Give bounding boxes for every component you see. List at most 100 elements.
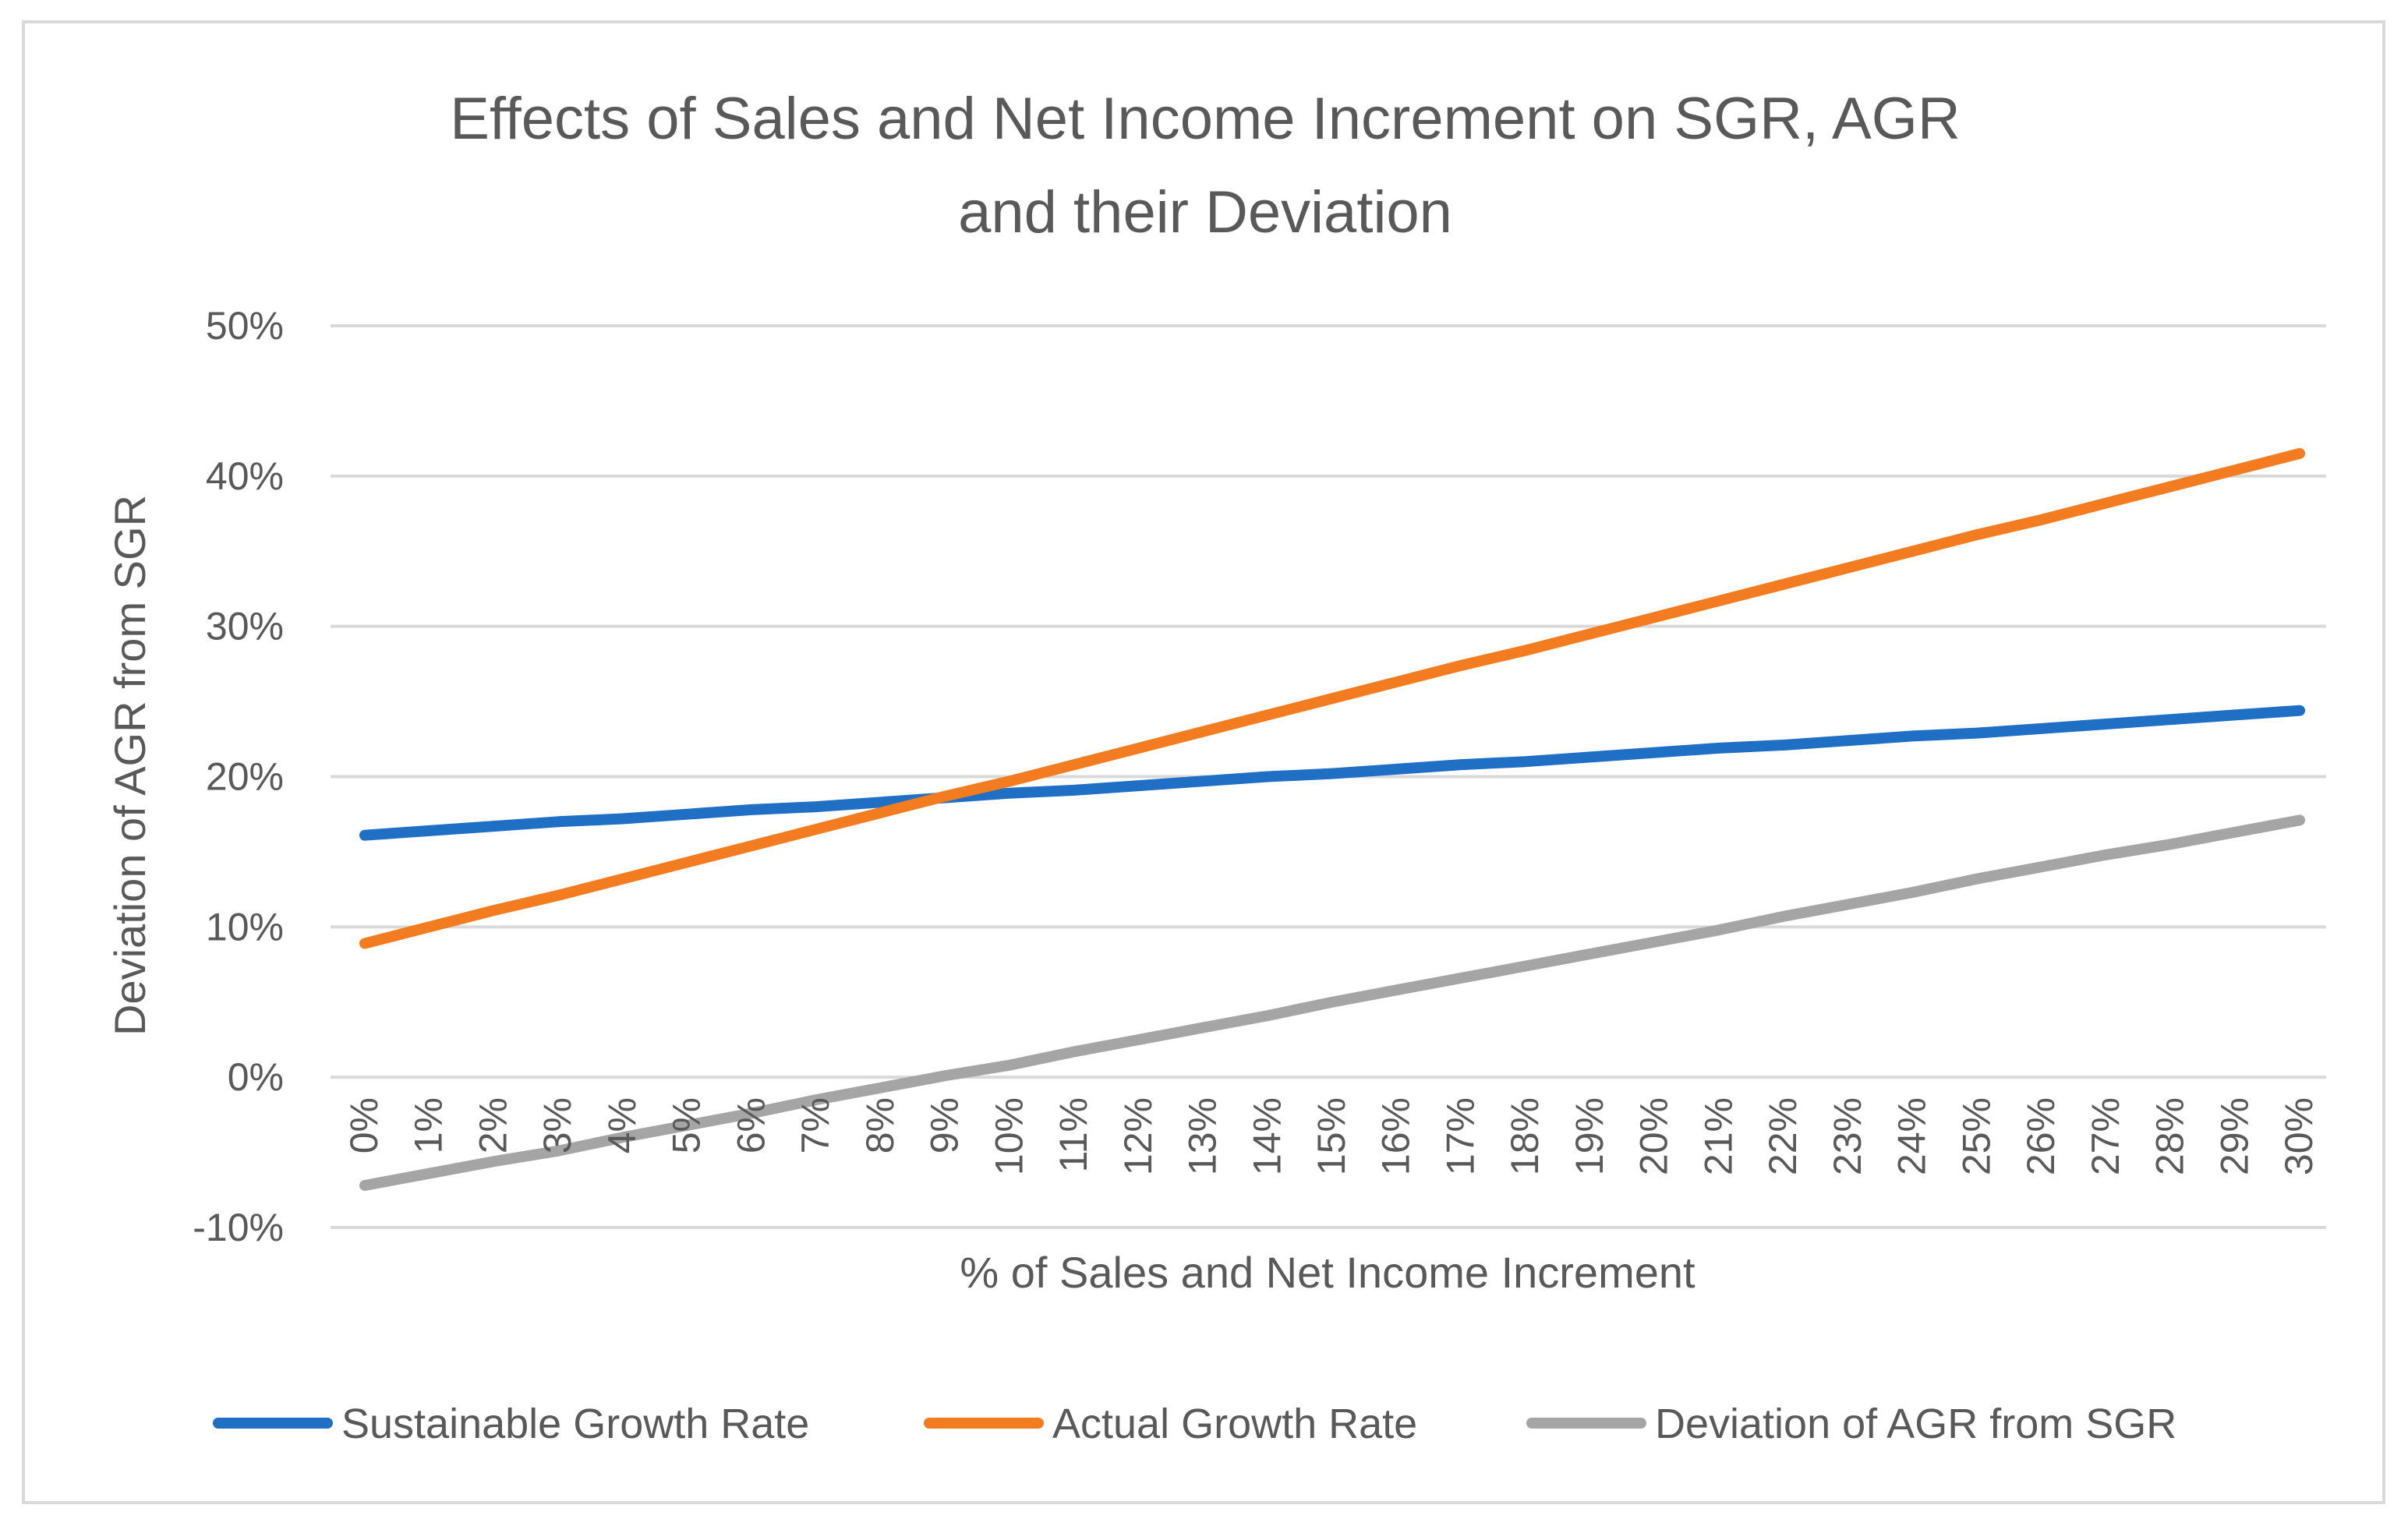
- data-point: [684, 860, 690, 865]
- data-point: [620, 816, 625, 821]
- data-point: [1587, 631, 1593, 637]
- data-point: [1459, 662, 1464, 668]
- series-lines: [359, 447, 2305, 1191]
- data-point: [2297, 450, 2302, 456]
- data-point: [2039, 864, 2045, 870]
- data-point: [2297, 818, 2302, 823]
- data-point: [1330, 999, 1335, 1005]
- data-point: [1394, 680, 1399, 685]
- data-point: [1265, 1013, 1271, 1019]
- y-tick-label: 40%: [206, 454, 284, 498]
- chart-frame: [22, 20, 2385, 1504]
- y-axis-tick-labels: 50% 40% 30% 20% 10% 0% -10%: [193, 304, 284, 1249]
- data-point: [1523, 963, 1529, 969]
- data-point: [1200, 779, 1206, 784]
- data-point: [1072, 1049, 1077, 1054]
- x-tick-label: 11%: [1052, 1097, 1095, 1172]
- data-point: [878, 800, 883, 805]
- x-tick-label: 5%: [665, 1097, 709, 1153]
- y-tick-label: 10%: [206, 905, 284, 948]
- data-point: [1459, 762, 1464, 768]
- y-axis-title: Deviation of AGR from SGR: [105, 495, 154, 1036]
- x-axis-tick-labels: 0% 1% 2% 3% 4% 5% 6% 7% 8% 9% 10% 11% 12% 13% 14% 15% 16…: [342, 1097, 2321, 1175]
- data-point: [1781, 913, 1787, 919]
- data-point: [749, 807, 755, 812]
- data-point: [1394, 987, 1399, 993]
- data-point: [684, 1122, 690, 1128]
- data-point: [491, 1159, 497, 1164]
- x-tick-label: 9%: [923, 1097, 967, 1153]
- x-tick-label: 3%: [536, 1097, 579, 1153]
- x-tick-label: 12%: [1116, 1097, 1160, 1175]
- data-point: [1717, 598, 1722, 603]
- x-tick-label: 8%: [858, 1097, 902, 1153]
- x-tick-label: 28%: [2148, 1097, 2192, 1175]
- x-tick-label: 26%: [2019, 1097, 2063, 1175]
- data-point: [362, 832, 367, 838]
- gridlines: [331, 324, 2326, 1229]
- data-point: [1007, 1062, 1013, 1068]
- x-tick-label: 22%: [1761, 1097, 1805, 1175]
- data-point: [2168, 842, 2173, 847]
- data-point: [1265, 712, 1271, 718]
- data-point: [942, 1073, 948, 1079]
- chart-title: Effects of Sales and Net Income Incremen…: [450, 86, 1961, 246]
- data-point: [1910, 889, 1915, 895]
- data-point: [1200, 729, 1206, 734]
- data-point: [426, 828, 432, 833]
- data-point: [814, 1097, 819, 1103]
- chart-title-line-2: and their Deviation: [958, 179, 1452, 246]
- data-point: [1136, 783, 1141, 789]
- legend: Sustainable Growth Rate Actual Growth Rat…: [213, 1401, 2176, 1447]
- data-point: [620, 1135, 625, 1140]
- x-tick-label: 29%: [2212, 1097, 2256, 1175]
- x-tick-label: 30%: [2277, 1097, 2321, 1175]
- x-axis-title: % of Sales and Net Income Increment: [960, 1248, 1696, 1297]
- data-point: [878, 810, 883, 815]
- data-point: [1007, 779, 1013, 784]
- data-point: [556, 819, 561, 825]
- data-point: [1781, 743, 1787, 748]
- data-point: [620, 876, 625, 881]
- data-point: [1523, 759, 1529, 765]
- x-tick-label: 10%: [987, 1097, 1031, 1175]
- data-point: [749, 843, 755, 849]
- data-point: [1200, 1025, 1206, 1030]
- data-point: [491, 908, 497, 913]
- data-point: [2233, 468, 2238, 473]
- x-tick-label: 13%: [1181, 1097, 1225, 1175]
- chart-title-line-1: Effects of Sales and Net Income Incremen…: [450, 86, 1961, 152]
- data-point: [814, 826, 819, 832]
- data-point: [1845, 565, 1851, 570]
- data-point: [1523, 648, 1529, 653]
- data-point: [2103, 852, 2109, 857]
- data-point: [1910, 733, 1915, 739]
- x-tick-label: 25%: [1954, 1097, 1998, 1175]
- y-tick-label: 20%: [206, 755, 284, 799]
- data-point: [556, 1148, 561, 1153]
- data-point: [1717, 745, 1722, 751]
- legend-label-0: Sustainable Growth Rate: [341, 1401, 809, 1447]
- data-point: [2103, 722, 2109, 727]
- data-point: [2039, 726, 2045, 731]
- data-point: [1975, 876, 1980, 881]
- data-point: [1394, 766, 1399, 772]
- data-point: [426, 1171, 432, 1176]
- data-point: [1781, 581, 1787, 587]
- data-point: [749, 1111, 755, 1116]
- data-point: [1587, 754, 1593, 760]
- data-point: [878, 1085, 883, 1090]
- x-tick-label: 1%: [407, 1097, 451, 1153]
- data-point: [814, 804, 819, 810]
- data-point: [2168, 717, 2173, 722]
- data-point: [1717, 927, 1722, 933]
- x-tick-label: 14%: [1245, 1097, 1289, 1175]
- legend-label-2: Deviation of AGR from SGR: [1655, 1401, 2176, 1447]
- y-tick-label: -10%: [193, 1206, 284, 1249]
- x-tick-label: 21%: [1696, 1097, 1740, 1175]
- data-point: [1975, 532, 1980, 538]
- x-tick-label: 18%: [1503, 1097, 1547, 1175]
- data-point: [1072, 787, 1077, 793]
- data-point: [1007, 790, 1013, 796]
- data-point: [1845, 738, 1851, 744]
